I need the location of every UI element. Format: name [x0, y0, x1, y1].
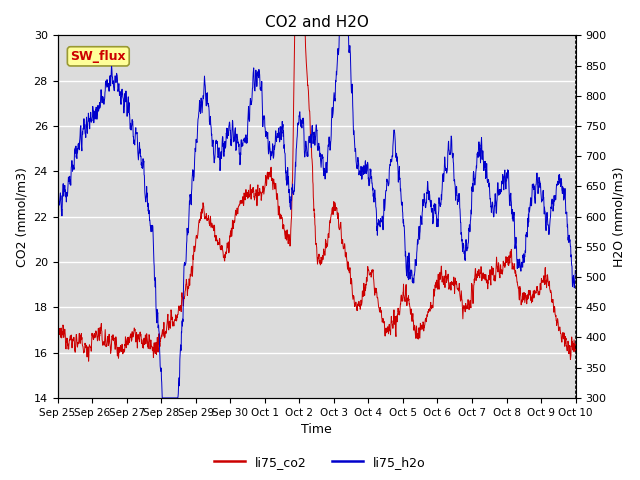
li75_co2	[557, 331, 564, 336]
X-axis label: Time: Time	[301, 423, 332, 436]
li75_co2	[572, 341, 579, 347]
li75_h2o	[462, 238, 470, 244]
li75_h2o	[306, 135, 314, 141]
Y-axis label: CO2 (mmol/m3): CO2 (mmol/m3)	[15, 167, 28, 266]
li75_co2	[54, 337, 61, 343]
li75_h2o	[557, 178, 564, 183]
li75_h2o	[335, 33, 343, 38]
Line: li75_co2: li75_co2	[58, 36, 575, 361]
li75_co2	[292, 33, 300, 38]
li75_h2o	[572, 268, 579, 274]
li75_co2	[462, 303, 470, 309]
li75_h2o	[54, 199, 61, 204]
Legend: li75_co2, li75_h2o: li75_co2, li75_h2o	[209, 451, 431, 474]
li75_h2o	[292, 156, 300, 162]
li75_h2o	[80, 116, 88, 121]
li75_h2o	[557, 176, 565, 181]
Text: SW_flux: SW_flux	[70, 50, 126, 63]
Title: CO2 and H2O: CO2 and H2O	[264, 15, 369, 30]
li75_co2	[306, 115, 314, 120]
li75_co2	[557, 331, 565, 337]
li75_co2	[84, 359, 92, 364]
Y-axis label: H2O (mmol/m3): H2O (mmol/m3)	[612, 167, 625, 267]
li75_co2	[80, 348, 88, 354]
li75_h2o	[158, 395, 166, 401]
Line: li75_h2o: li75_h2o	[58, 36, 575, 398]
li75_co2	[291, 33, 298, 38]
